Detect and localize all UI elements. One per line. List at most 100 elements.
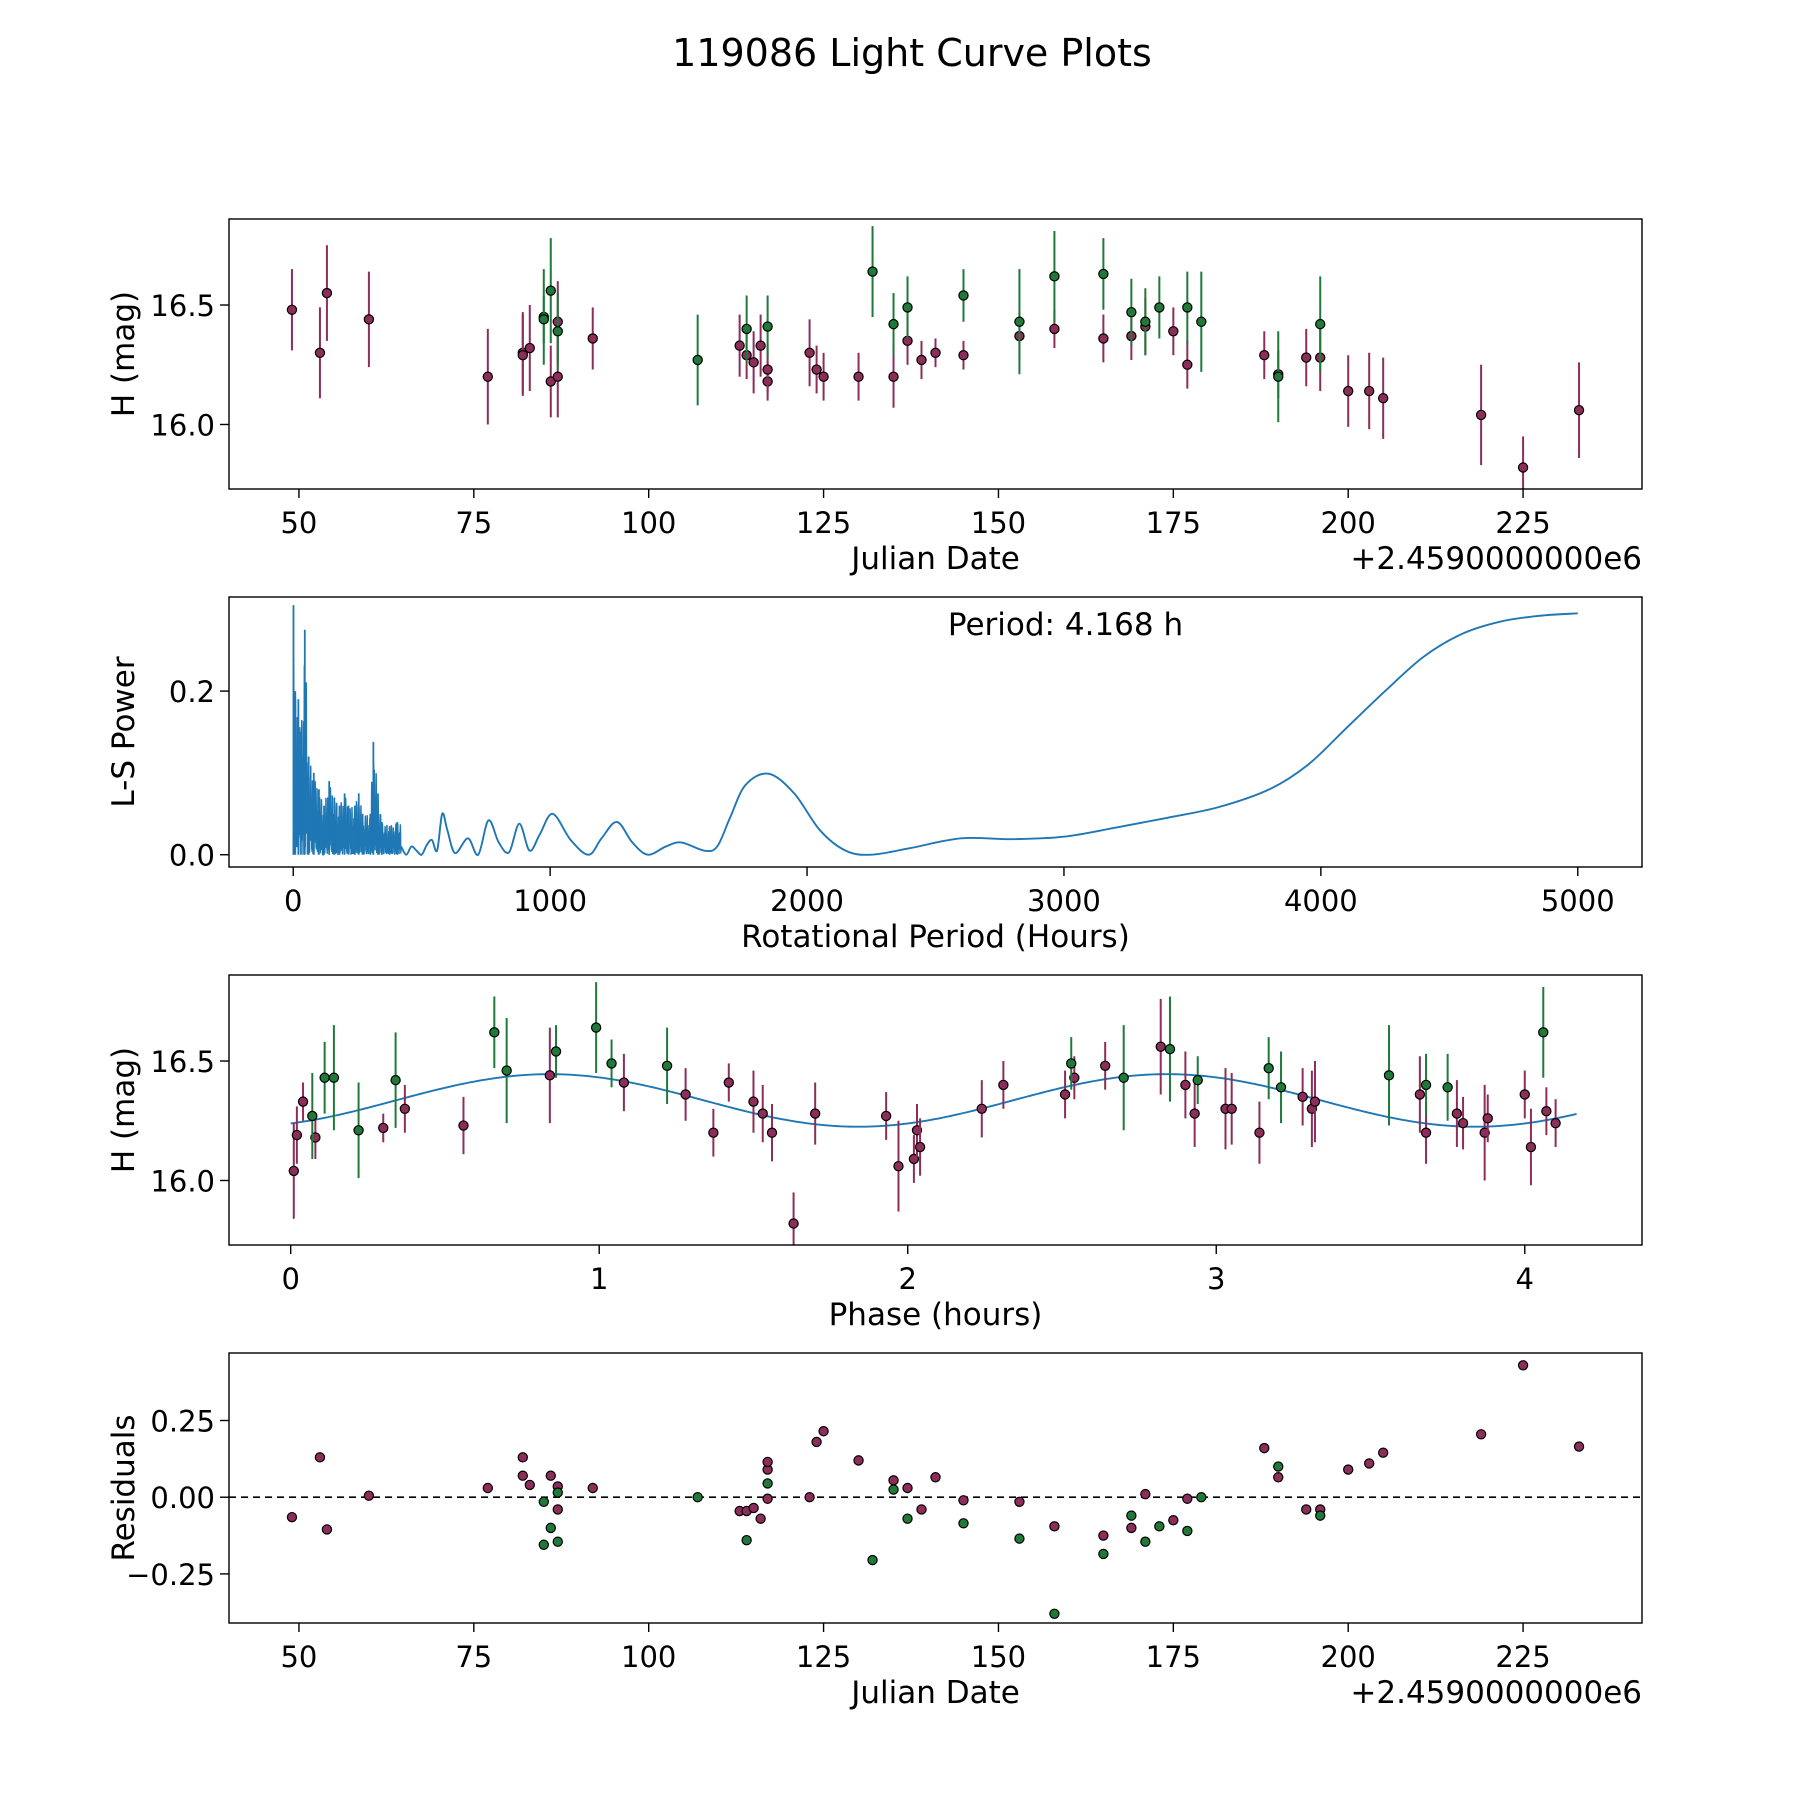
phased-point (757, 1108, 768, 1119)
residuals-point (762, 1456, 773, 1468)
phased-point (307, 1110, 318, 1122)
residuals-point (916, 1504, 927, 1515)
lightcurve-point (888, 371, 899, 382)
lightcurve-point (811, 364, 822, 375)
phased-point (297, 1096, 309, 1107)
lightcurve-point (1126, 306, 1137, 318)
phased-point (880, 1110, 892, 1122)
residuals-point (867, 1554, 878, 1566)
phased-point (1192, 1074, 1203, 1086)
residuals-point (1049, 1521, 1060, 1532)
residuals-point (321, 1524, 333, 1535)
residuals-point (692, 1492, 703, 1503)
phased-xtick-label: 2 (899, 1262, 917, 1296)
lightcurve-point (321, 287, 333, 299)
residuals-point (1363, 1458, 1375, 1469)
residuals-xtick-label: 100 (621, 1640, 676, 1674)
lightcurve-ytick-label: 16.5 (150, 289, 215, 323)
residuals-point (888, 1484, 899, 1495)
phased-point (1414, 1089, 1426, 1100)
phased-point (680, 1089, 691, 1100)
phased-point (1155, 1041, 1166, 1052)
residuals-point (1182, 1525, 1193, 1537)
lightcurve-point (1182, 302, 1193, 313)
lightcurve-point (1049, 323, 1060, 335)
residuals-point (1343, 1464, 1354, 1475)
residuals-xtick-label: 150 (971, 1640, 1026, 1674)
lightcurve-point (545, 285, 556, 296)
periodogram-series (400, 612, 1578, 856)
periodogram-annotation: Period: 4.168 h (948, 607, 1183, 643)
residuals-point (958, 1495, 969, 1506)
phased-point (590, 1022, 602, 1033)
phased-point (914, 1141, 926, 1153)
phased-point (1254, 1127, 1265, 1138)
phased-xtick-label: 4 (1516, 1262, 1534, 1296)
phased-point (291, 1129, 303, 1141)
residuals-point (755, 1513, 766, 1524)
lightcurve-point (1301, 352, 1312, 363)
periodogram-xtick-label: 1000 (513, 884, 587, 918)
lightcurve-point (1168, 326, 1179, 337)
lightcurve-xlabel: Julian Date (849, 541, 1020, 577)
residuals-point (314, 1452, 326, 1463)
lightcurve-point (958, 290, 969, 301)
phased-point (1550, 1117, 1561, 1129)
phased-point (1525, 1141, 1537, 1153)
residuals-point (818, 1426, 829, 1437)
phased-point (976, 1103, 987, 1115)
phased-xlabel: Phase (hours) (829, 1297, 1043, 1333)
residuals-point (741, 1534, 752, 1546)
residuals-point (748, 1502, 759, 1514)
lightcurve-point (1315, 318, 1326, 330)
lightcurve-point (755, 340, 766, 351)
phased-xtick-label: 1 (590, 1262, 608, 1296)
phased-point (748, 1096, 759, 1107)
lightcurve-point (314, 347, 326, 359)
lightcurve-xtick-label: 75 (455, 506, 492, 540)
phased-point (501, 1065, 512, 1076)
lightcurve-point (902, 302, 913, 313)
lightcurve-point (538, 314, 549, 325)
phased-point (1309, 1096, 1321, 1107)
phased-point (1066, 1058, 1077, 1069)
lightcurve-ylabel: H (mag) (106, 291, 142, 417)
periodogram-xtick-label: 3000 (1027, 884, 1101, 918)
lightcurve-point (1196, 316, 1207, 327)
lightcurve-plot-area (286, 226, 1585, 489)
residuals-ylabel: Residuals (106, 1414, 142, 1561)
residuals-ytick-label: 0.00 (150, 1481, 215, 1515)
phased-point (378, 1122, 389, 1134)
lightcurve-point (1182, 359, 1193, 370)
lightcurve-point (867, 266, 878, 277)
lightcurve-frame (228, 218, 1643, 490)
lightcurve-xtick-label: 200 (1321, 506, 1376, 540)
periodogram-xtick-label: 2000 (770, 884, 844, 918)
phased-point (723, 1077, 734, 1088)
lightcurve-point (1259, 349, 1270, 361)
residuals-point (552, 1504, 563, 1515)
phased-xtick-label: 0 (281, 1262, 299, 1296)
residuals-point (1140, 1488, 1151, 1500)
phased-frame (228, 974, 1643, 1246)
phased-point (809, 1108, 821, 1119)
residuals-point (1126, 1510, 1137, 1521)
residuals-point (1182, 1493, 1193, 1504)
phased-plot-area (288, 982, 1577, 1245)
phased-point (1189, 1108, 1200, 1119)
residuals-ytick-label: 0.25 (150, 1405, 215, 1439)
lightcurve-point (1049, 271, 1060, 282)
residuals-point (930, 1472, 941, 1483)
phased-point (319, 1072, 330, 1083)
lightcurve-point (1573, 404, 1585, 416)
lightcurve-xtick-label: 150 (971, 506, 1026, 540)
lightcurve-point (734, 340, 745, 351)
lightcurve-point (1273, 371, 1284, 382)
lightcurve-point (1154, 302, 1165, 313)
residuals-point (1140, 1536, 1151, 1547)
lightcurve-point (1377, 393, 1389, 404)
residuals-chart: 50 75 100 125 150 175 200 225 0.25 0.00 −0.25 Julia… (106, 1352, 1643, 1711)
phased-point (544, 1070, 556, 1081)
residuals-point (517, 1452, 528, 1463)
